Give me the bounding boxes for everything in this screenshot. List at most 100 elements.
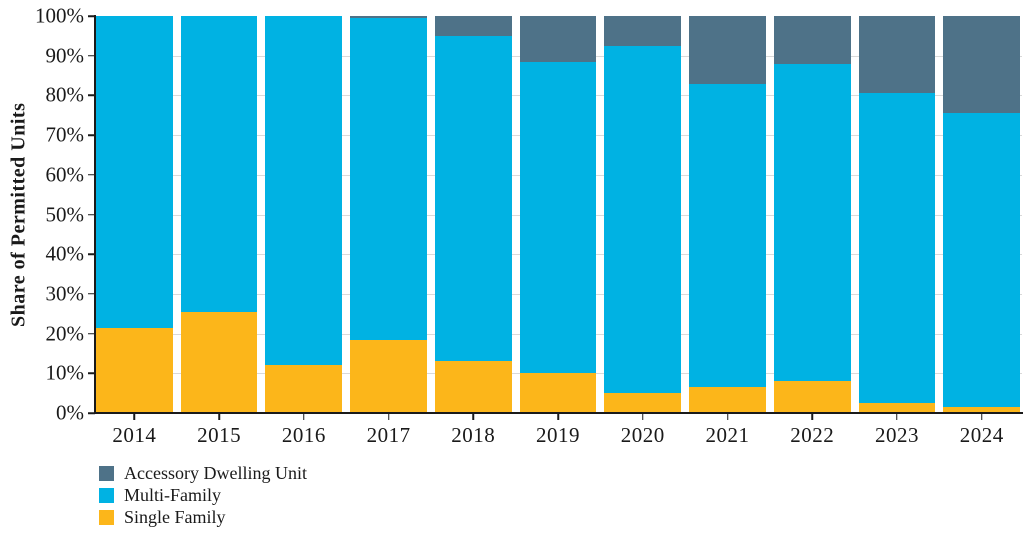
y-tick-100	[88, 15, 95, 17]
x-tick-label-2020: 2020	[620, 423, 665, 447]
x-slot-2016: 2016	[265, 414, 342, 458]
y-axis: 0% 10% 20% 30% 40% 50% 60% 70% 80% 90% 100%	[0, 4, 95, 425]
y-tick-label-50: 50%	[45, 202, 85, 226]
bar-2021	[689, 16, 766, 413]
y-tick-30	[88, 293, 95, 295]
segment-single-family-2021	[689, 387, 766, 413]
x-slot-2023: 2023	[859, 414, 936, 458]
segment-accessory-dwelling-unit-2018	[434, 16, 512, 36]
y-tick-label-100: 100%	[35, 3, 84, 28]
x-tick-label-2021: 2021	[705, 423, 750, 447]
legend-swatch-accessory-dwelling-unit	[99, 465, 114, 481]
segment-single-family-2015	[180, 311, 258, 413]
segment-multi-family-2014	[96, 16, 173, 328]
bars-container	[95, 16, 1022, 413]
x-slot-2021: 2021	[689, 414, 766, 458]
x-tick-2024	[980, 414, 983, 420]
segment-single-family-2022	[773, 381, 851, 413]
segment-multi-family-2021	[689, 83, 766, 388]
y-tick-label-40: 40%	[45, 241, 85, 266]
segment-accessory-dwelling-unit-2022	[773, 16, 851, 64]
y-tick-0	[88, 412, 95, 414]
legend-label-multi-family: Multi-Family	[124, 484, 222, 505]
segment-single-family-2024	[943, 407, 1021, 413]
x-slot-2019: 2019	[520, 414, 597, 458]
bar-2022	[773, 16, 851, 413]
segment-accessory-dwelling-unit-2017	[350, 16, 427, 18]
segment-multi-family-2017	[350, 18, 427, 340]
x-tick-label-2023: 2023	[874, 423, 919, 447]
x-slot-2014: 2014	[96, 414, 173, 458]
segment-multi-family-2020	[604, 45, 682, 394]
bar-2015	[180, 16, 258, 413]
x-slot-2018: 2018	[435, 414, 512, 458]
x-tick-2016	[303, 414, 305, 420]
y-tick-50	[88, 213, 95, 216]
segment-accessory-dwelling-unit-2020	[604, 16, 682, 46]
y-tick-label-60: 60%	[45, 162, 85, 187]
y-tick-20	[88, 332, 95, 335]
segment-multi-family-2016	[265, 16, 343, 366]
y-tick-label-0: 0%	[56, 400, 84, 425]
segment-single-family-2014	[96, 327, 173, 413]
x-tick-2023	[896, 414, 898, 420]
y-tick-40	[88, 253, 95, 255]
y-axis-line	[94, 15, 96, 414]
segment-single-family-2023	[858, 403, 936, 413]
y-tick-label-10: 10%	[45, 360, 85, 385]
segment-single-family-2020	[604, 393, 682, 413]
legend-swatch-multi-family	[99, 487, 114, 503]
x-tick-2019	[557, 414, 559, 420]
segment-multi-family-2018	[434, 35, 512, 362]
bar-2017	[350, 16, 427, 413]
y-tick-10	[88, 372, 95, 375]
bar-2018	[434, 16, 512, 413]
y-tick-label-20: 20%	[45, 321, 85, 346]
x-tick-label-2015: 2015	[197, 423, 242, 447]
y-tick-label-90: 90%	[45, 43, 85, 68]
legend-swatch-single-family	[99, 509, 114, 525]
y-tick-label-80: 80%	[45, 82, 85, 107]
x-tick-2022	[811, 414, 813, 420]
segment-single-family-2018	[434, 361, 512, 413]
legend-label-single-family: Single Family	[124, 506, 226, 527]
x-tick-label-2016: 2016	[281, 423, 326, 447]
bar-2014	[96, 16, 173, 413]
x-tick-2014	[133, 414, 136, 420]
x-tick-label-2024: 2024	[959, 423, 1004, 447]
x-tick-label-2017: 2017	[366, 423, 411, 447]
segment-accessory-dwelling-unit-2024	[943, 16, 1021, 114]
y-tick-60	[88, 174, 95, 176]
legend: Accessory Dwelling Unit Multi-Family Singl…	[99, 462, 307, 528]
segment-multi-family-2022	[773, 63, 851, 382]
legend-label-accessory-dwelling-unit: Accessory Dwelling Unit	[124, 462, 307, 483]
legend-row-multi-family: Multi-Family	[99, 484, 307, 506]
x-axis-line	[94, 412, 1023, 414]
legend-row-accessory-dwelling-unit: Accessory Dwelling Unit	[99, 462, 307, 484]
plot-area	[95, 16, 1022, 413]
x-tick-label-2022: 2022	[790, 423, 835, 447]
segment-accessory-dwelling-unit-2019	[519, 16, 597, 62]
bar-2023	[858, 16, 936, 413]
bar-2024	[943, 16, 1021, 413]
x-slot-2022: 2022	[774, 414, 851, 458]
segment-single-family-2017	[350, 339, 427, 413]
segment-accessory-dwelling-unit-2021	[689, 16, 766, 84]
y-tick-70	[88, 134, 95, 136]
segment-multi-family-2023	[858, 93, 936, 404]
segment-accessory-dwelling-unit-2023	[858, 16, 936, 94]
bar-2020	[604, 16, 682, 413]
segment-multi-family-2019	[519, 61, 597, 374]
segment-multi-family-2015	[180, 16, 258, 312]
x-slot-2024: 2024	[943, 414, 1020, 458]
segment-multi-family-2024	[943, 113, 1021, 408]
y-tick-label-30: 30%	[45, 281, 85, 306]
y-tick-90	[88, 54, 95, 57]
bar-2019	[519, 16, 597, 413]
x-slot-2017: 2017	[350, 414, 427, 458]
y-tick-80	[88, 94, 95, 97]
x-tick-label-2018: 2018	[451, 423, 496, 447]
y-tick-label-70: 70%	[45, 122, 85, 147]
bar-2016	[265, 16, 343, 413]
